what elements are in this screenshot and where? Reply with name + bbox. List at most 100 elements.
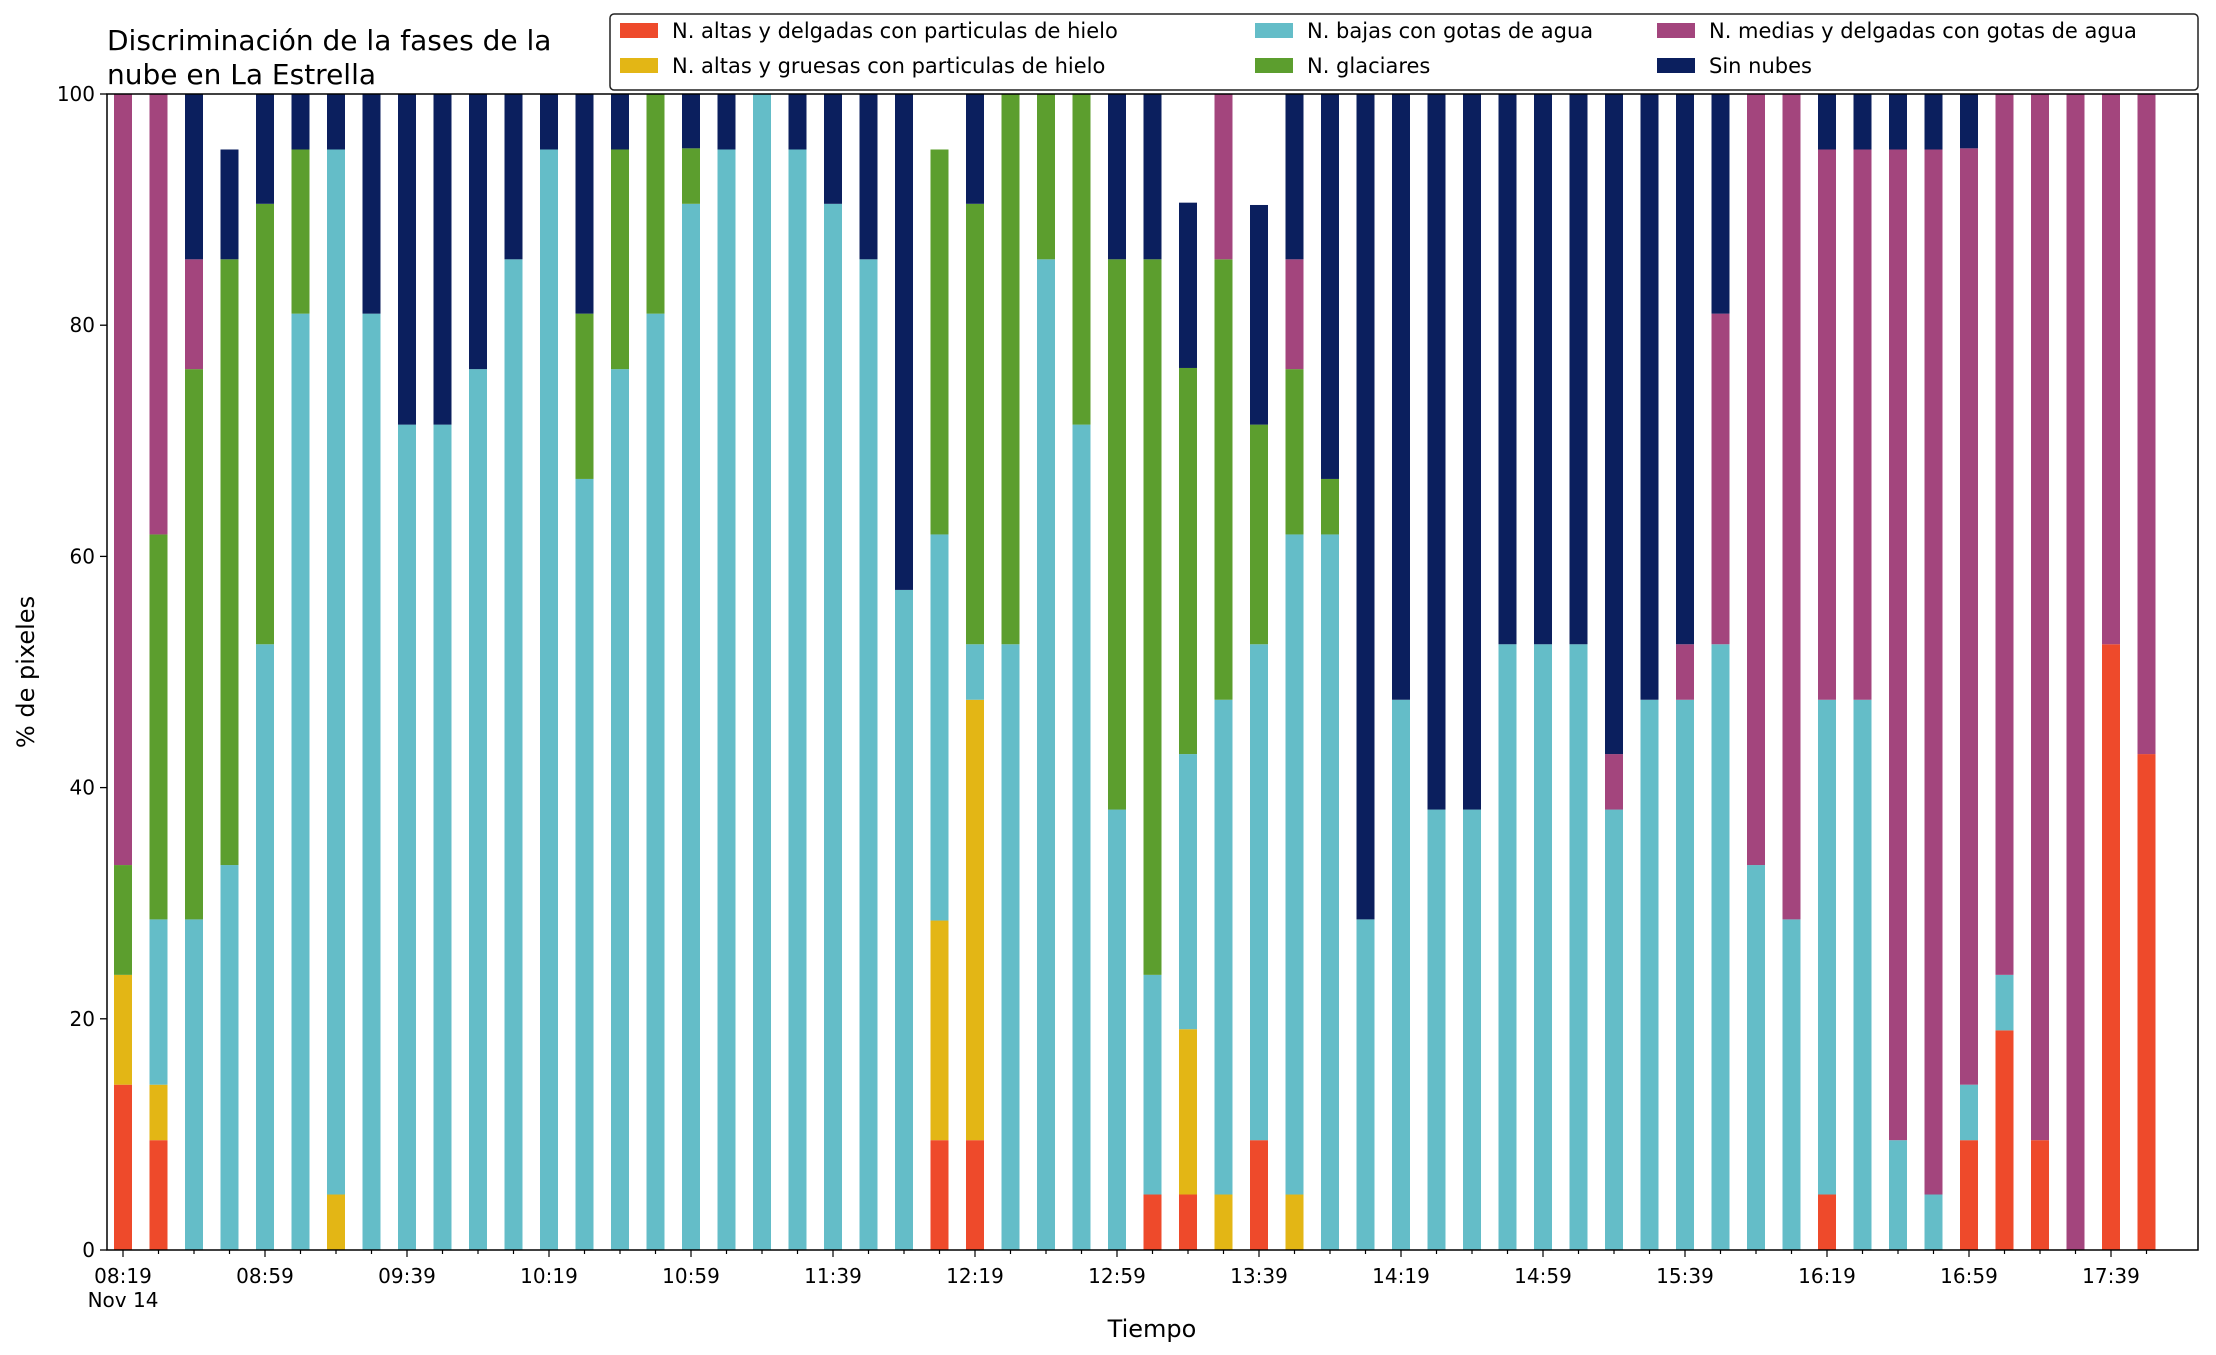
bar-segment-6-1139 bbox=[824, 94, 842, 204]
bar-segment-3-1609 bbox=[1782, 919, 1801, 1250]
bar-segment-3-1319 bbox=[1179, 754, 1197, 1030]
bar-segment-1-1619 bbox=[1818, 1194, 1836, 1250]
bar-segment-3-1349 bbox=[1285, 534, 1304, 1195]
bar-segment-6-0849 bbox=[220, 149, 239, 260]
bar-segment-6-1159 bbox=[895, 94, 913, 590]
bar-segment-1-0819 bbox=[114, 1084, 132, 1250]
y-axis-label: % de pixeles bbox=[12, 596, 40, 748]
bar-segment-4-1229 bbox=[1001, 94, 1020, 645]
legend-label: N. altas y gruesas con particulas de hie… bbox=[672, 54, 1105, 78]
x-tick-label: 10:59 bbox=[662, 1264, 720, 1288]
bar-segment-4-0859 bbox=[256, 203, 274, 645]
bar-segment-6-0859 bbox=[256, 94, 274, 204]
bar-segment-4-0829 bbox=[149, 534, 168, 920]
bar-segment-6-1639 bbox=[1889, 94, 1907, 150]
bar-segment-2-0819 bbox=[114, 974, 132, 1085]
bar-segment-3-1009 bbox=[504, 259, 523, 1250]
bar-segment-3-1119 bbox=[753, 94, 771, 1250]
bar-segment-4-0839 bbox=[185, 369, 203, 920]
bar-segment-4-1029 bbox=[575, 313, 594, 479]
bar-segment-6-1359 bbox=[1321, 94, 1339, 479]
bar-segment-3-1259 bbox=[1108, 809, 1126, 1250]
bar-segment-3-0909 bbox=[291, 313, 310, 1250]
bar-segment-3-1429 bbox=[1427, 809, 1446, 1250]
bar-segment-4-1209 bbox=[930, 149, 949, 535]
bar-segment-4-1349 bbox=[1285, 369, 1304, 535]
bar-segment-5-1539 bbox=[1676, 644, 1694, 700]
bar-segment-4-0909 bbox=[291, 149, 310, 314]
bar-segment-5-1609 bbox=[1782, 94, 1801, 920]
bar-segment-6-1409 bbox=[1356, 94, 1375, 920]
bar-segment-3-1359 bbox=[1321, 534, 1339, 1250]
bar-segment-6-0959 bbox=[469, 94, 487, 370]
x-tick-label: 14:19 bbox=[1372, 1264, 1430, 1288]
legend-swatch bbox=[620, 58, 658, 73]
bar-segment-5-1659 bbox=[1960, 148, 1978, 1085]
bar-segment-6-1549 bbox=[1711, 94, 1730, 314]
bar-segment-3-1709 bbox=[1995, 974, 2014, 1031]
bar-segment-6-0919 bbox=[327, 94, 345, 150]
bar-segment-3-0919 bbox=[327, 149, 345, 1195]
bar-segment-4-0849 bbox=[220, 259, 239, 866]
bar-segment-6-1039 bbox=[611, 94, 629, 150]
bar-segment-2-1319 bbox=[1179, 1029, 1197, 1195]
bar-segment-1-1749 bbox=[2137, 754, 2156, 1250]
bar-segment-6-1629 bbox=[1853, 94, 1872, 150]
bar-segment-6-1439 bbox=[1463, 94, 1481, 810]
bar-segment-3-1339 bbox=[1250, 644, 1268, 1141]
bar-segment-5-1519 bbox=[1605, 754, 1623, 810]
bar-segment-1-1319 bbox=[1179, 1194, 1197, 1250]
bar-segment-5-1649 bbox=[1924, 149, 1943, 1195]
bar-segment-1-1219 bbox=[966, 1140, 984, 1250]
bar-segment-6-1319 bbox=[1179, 202, 1197, 368]
x-tick-label: 16:59 bbox=[1940, 1264, 1998, 1288]
bar-segment-3-1229 bbox=[1001, 644, 1020, 1250]
bar-segment-3-1459 bbox=[1534, 644, 1552, 1250]
bar-segment-4-1249 bbox=[1072, 94, 1091, 425]
bar-segment-6-1149 bbox=[859, 94, 878, 260]
bar-segment-3-1549 bbox=[1711, 644, 1730, 1250]
bar-segment-4-1059 bbox=[682, 148, 700, 204]
bar-segment-5-1639 bbox=[1889, 149, 1907, 1141]
bar-segment-6-1459 bbox=[1534, 94, 1552, 645]
x-tick-label: 09:39 bbox=[378, 1264, 436, 1288]
y-tick-label: 20 bbox=[70, 1007, 95, 1031]
bar-segment-4-1259 bbox=[1108, 259, 1126, 810]
bar-segment-3-0839 bbox=[185, 919, 203, 1250]
bar-segment-5-0829 bbox=[149, 94, 168, 535]
bar-segment-5-1619 bbox=[1818, 149, 1836, 700]
legend-frame bbox=[609, 13, 2199, 91]
bar-segment-3-1109 bbox=[717, 149, 736, 1251]
bar-segment-3-1659 bbox=[1960, 1084, 1978, 1141]
bars-layer bbox=[114, 94, 2156, 1251]
bar-segment-3-1159 bbox=[895, 589, 913, 1250]
bar-segment-2-1349 bbox=[1285, 1194, 1304, 1250]
bar-segment-6-1509 bbox=[1569, 94, 1588, 645]
bar-segment-3-1329 bbox=[1214, 699, 1233, 1195]
bar-segment-4-1039 bbox=[611, 149, 629, 370]
bar-segment-6-0939 bbox=[398, 94, 416, 425]
x-date-label: Nov 14 bbox=[88, 1288, 159, 1312]
ticks-layer: 0 20 40 60 80 100 08:19 08:59 09:39 10:19 10:59 11:… bbox=[57, 82, 2148, 1312]
x-tick-label: 10:19 bbox=[520, 1264, 578, 1288]
bar-segment-3-0949 bbox=[433, 424, 452, 1250]
bar-segment-3-1249 bbox=[1072, 424, 1091, 1250]
bar-segment-3-1519 bbox=[1605, 809, 1623, 1250]
bar-segment-4-1309 bbox=[1143, 259, 1162, 975]
bar-segment-2-0919 bbox=[327, 1194, 345, 1250]
bar-segment-3-1419 bbox=[1392, 699, 1410, 1250]
bar-segment-1-0829 bbox=[149, 1140, 168, 1250]
bar-segment-1-1209 bbox=[930, 1140, 949, 1250]
x-tick-label: 17:39 bbox=[2082, 1264, 2140, 1288]
bar-segment-6-0839 bbox=[185, 94, 203, 260]
bar-segment-6-0949 bbox=[433, 94, 452, 425]
x-tick-label: 16:19 bbox=[1798, 1264, 1856, 1288]
bar-segment-4-0819 bbox=[114, 865, 132, 975]
bar-segment-3-1649 bbox=[1924, 1194, 1943, 1250]
bar-segment-5-1739 bbox=[2102, 94, 2120, 645]
bar-segment-6-0909 bbox=[291, 94, 310, 150]
bar-segment-3-1049 bbox=[646, 313, 665, 1250]
x-tick-label: 13:39 bbox=[1230, 1264, 1288, 1288]
bar-segment-1-1309 bbox=[1143, 1194, 1162, 1250]
x-tick-label: 11:39 bbox=[804, 1264, 862, 1288]
